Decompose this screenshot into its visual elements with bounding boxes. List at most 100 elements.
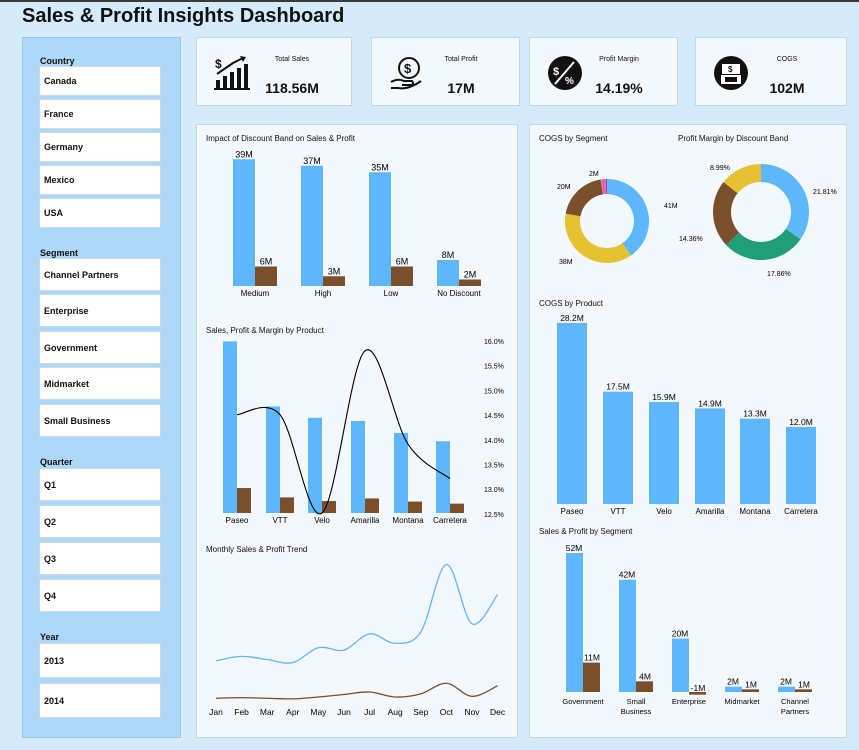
cogs-bar: [649, 401, 679, 504]
top-border: [0, 0, 859, 2]
sales-growth-icon: $: [214, 56, 250, 90]
kpi-value: 17M: [447, 80, 475, 96]
segment-option[interactable]: Midmarket: [39, 367, 161, 400]
country-option[interactable]: Canada: [39, 66, 161, 96]
segment-option[interactable]: Government: [39, 331, 161, 364]
category-tick-label: No Discount: [437, 289, 481, 298]
cogs-bar: [786, 426, 816, 504]
profit-bar: [636, 681, 653, 692]
sales-data-label: 35M: [371, 162, 389, 172]
y2-tick-label: 14.5%: [484, 413, 504, 420]
category-tick-label: Carretera: [784, 507, 818, 516]
month-tick-label: Apr: [286, 707, 299, 717]
kpi-label: Total Sales: [274, 56, 310, 63]
profit-bar: [795, 689, 812, 692]
kpi-label: Profit Margin: [599, 56, 639, 63]
slice-data-label: 41M: [664, 203, 678, 210]
segment-option[interactable]: Channel Partners: [39, 258, 161, 291]
sales-bar: [436, 441, 450, 513]
slice-data-label: 14.36%: [679, 236, 703, 243]
month-tick-label: Feb: [234, 707, 249, 717]
country-option[interactable]: France: [39, 99, 161, 129]
quarter-option[interactable]: Q1: [39, 468, 161, 501]
margin-line: [236, 349, 451, 515]
sales-bar: [778, 686, 795, 692]
svg-text:$: $: [728, 65, 733, 74]
slice-data-label: 8.99%: [710, 165, 730, 172]
category-tick-label: Channel: [781, 697, 809, 706]
kpi-cogs: $ COGS 102M: [695, 37, 847, 106]
svg-text:%: %: [565, 76, 574, 87]
sales-bar: [351, 420, 365, 513]
sales-bar: [437, 260, 459, 286]
profit-bar: [280, 497, 294, 513]
money-hand-icon: $: [390, 57, 422, 90]
sales-bar: [308, 417, 322, 513]
y2-tick-label: 15.0%: [484, 388, 504, 395]
category-tick-label: Government: [562, 697, 604, 706]
kpi-total-profit: $ Total Profit 17M: [371, 37, 520, 106]
sales-data-label: 2M: [780, 677, 792, 687]
profit-bar: [583, 662, 600, 692]
sales-data-label: 20M: [672, 629, 689, 639]
y2-tick-label: 13.0%: [484, 487, 504, 494]
filter-sidebar: Country Canada France Germany Mexico USA…: [22, 37, 181, 738]
svg-text:$: $: [553, 66, 559, 78]
category-tick-label: Medium: [241, 289, 270, 298]
sales-bar: [233, 159, 255, 286]
cogs-bar: [557, 323, 587, 504]
profit-bar: [450, 503, 464, 513]
category-tick-label: Small: [627, 697, 646, 706]
kpi-value: 14.19%: [595, 80, 643, 96]
country-option[interactable]: Mexico: [39, 165, 161, 195]
month-tick-label: Nov: [464, 707, 480, 717]
category-tick-label: Montana: [392, 516, 424, 525]
cash-box-icon: $: [714, 56, 748, 90]
profit-data-label: 4M: [639, 671, 651, 681]
kpi-value: 118.56M: [265, 80, 319, 96]
category-tick-label: VTT: [272, 516, 287, 525]
category-tick-label: Montana: [739, 507, 771, 516]
y2-tick-label: 15.5%: [484, 364, 504, 371]
country-option[interactable]: USA: [39, 198, 161, 228]
sales-data-label: 39M: [235, 149, 253, 159]
category-tick-label: Enterprise: [672, 697, 706, 706]
donut-slice: [713, 182, 740, 245]
donut-slice: [761, 164, 809, 240]
country-option[interactable]: Germany: [39, 132, 161, 162]
kpi-total-sales: $ Total Sales 118.56M: [196, 37, 352, 106]
bar-data-label: 12.0M: [789, 417, 813, 427]
cogs-bar: [695, 408, 725, 504]
month-tick-label: Mar: [260, 707, 275, 717]
month-tick-label: Jul: [364, 707, 375, 717]
percent-icon: $ %: [548, 56, 582, 90]
year-option[interactable]: 2013: [39, 643, 161, 678]
sales-bar: [566, 553, 583, 692]
segment-filter-label: Segment: [40, 248, 79, 258]
cogs-product-chart: 28.2M Paseo 17.5M VTT 15.9M Velo 14.9M Amarilla…: [557, 313, 818, 516]
slice-data-label: 2M: [589, 171, 599, 178]
month-tick-label: Aug: [388, 707, 403, 717]
kpi-profit-margin: $ % Profit Margin 14.19%: [529, 37, 678, 106]
bar-data-label: 17.5M: [606, 382, 630, 392]
quarter-option[interactable]: Q2: [39, 505, 161, 538]
monthly-trend-chart: Jan Feb Mar Apr May Jun Jul Aug Sep Oct Nov Dec: [209, 563, 506, 717]
quarter-option[interactable]: Q4: [39, 579, 161, 612]
sales-data-label: 2M: [727, 677, 739, 687]
segment-option[interactable]: Small Business: [39, 404, 161, 437]
kpi-label: COGS: [776, 56, 798, 63]
profit-bar: [459, 279, 481, 286]
donut-slice: [605, 179, 607, 195]
month-tick-label: Jan: [209, 707, 223, 717]
sales-bar: [369, 172, 391, 286]
profit-bar: [365, 498, 379, 513]
category-tick-label: Low: [384, 289, 399, 298]
donut-slice: [607, 179, 649, 256]
category-tick-label: VTT: [610, 507, 625, 516]
margin-discount-title: Profit Margin by Discount Band: [678, 134, 789, 143]
quarter-option[interactable]: Q3: [39, 542, 161, 575]
segment-option[interactable]: Enterprise: [39, 294, 161, 327]
year-option[interactable]: 2014: [39, 683, 161, 718]
category-tick-label: High: [315, 289, 331, 298]
